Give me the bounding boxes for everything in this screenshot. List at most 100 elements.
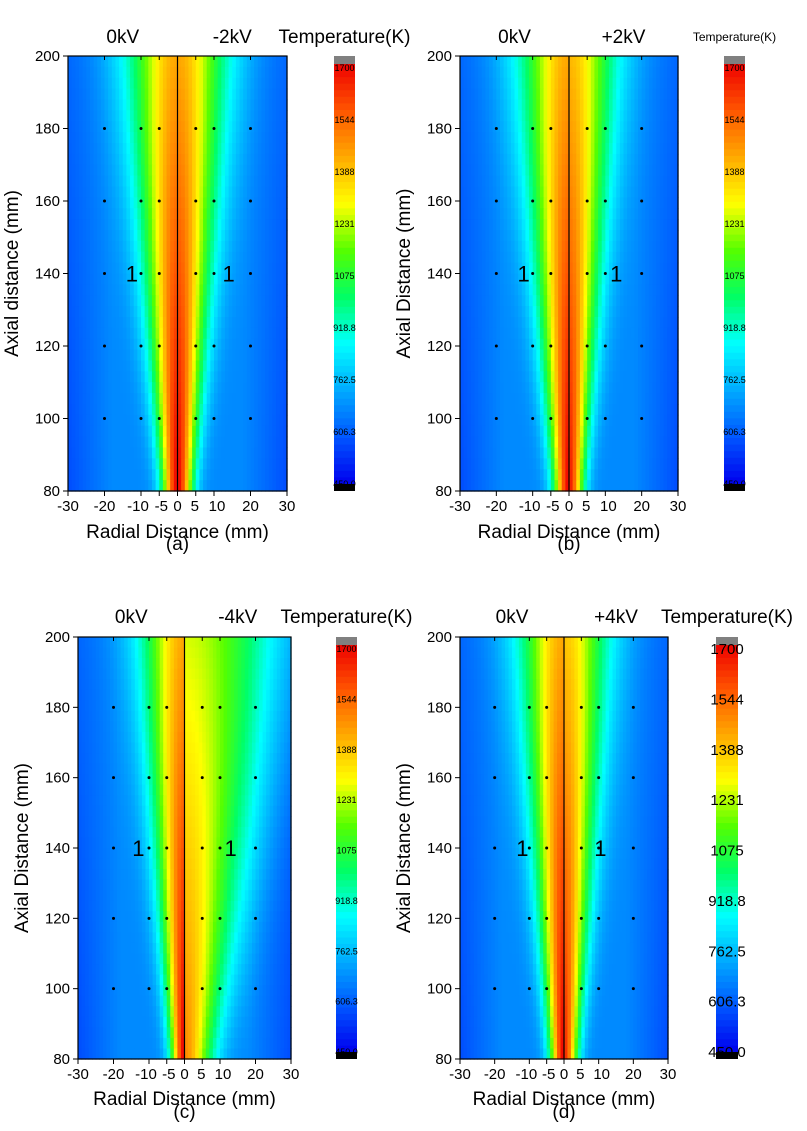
heatmap-cell [532,219,537,231]
heatmap-cell [246,143,252,155]
heatmap-cell [648,327,654,340]
heatmap-cell [576,143,581,155]
heatmap-cell [130,56,135,68]
heatmap-cell [667,447,672,459]
heatmap-cell [543,480,548,492]
heatmap-cell [246,284,252,296]
heatmap-cell [674,164,679,177]
heatmap-cell [97,306,102,318]
heatmap-cell [590,295,596,307]
heatmap-cell [206,143,211,155]
heatmap-cell [474,197,479,209]
heatmap-cell [543,143,548,155]
heatmap-cell [510,121,516,133]
heatmap-cell [496,317,501,329]
heatmap-cell [159,88,164,101]
heatmap-cell [137,327,142,340]
heatmap-cell [587,153,592,166]
heatmap-cell [627,327,632,340]
heatmap-cell [122,317,127,329]
heatmap-cell [137,436,142,449]
heatmap-cell [652,88,657,101]
heatmap-cell [485,436,490,449]
heatmap-cell [221,360,226,372]
heatmap-cell [652,393,657,405]
heatmap-cell [630,175,635,188]
heatmap-cell [474,208,479,220]
heatmap-cell [151,414,157,427]
heatmap-cell [78,88,84,101]
heatmap-cell [214,284,219,296]
heatmap-cell [235,262,241,275]
heatmap-cell [645,447,650,459]
heatmap-cell [532,425,537,438]
heatmap-cell [199,110,204,122]
heatmap-cell [257,197,263,209]
heatmap-cell [499,382,505,394]
heatmap-cell [623,436,628,449]
heatmap-cell [496,251,501,264]
heatmap-cell [133,371,138,383]
heatmap-cell [463,56,468,68]
heatmap-cell [648,230,654,242]
colorbar-band [334,129,355,137]
heatmap-cell [634,458,639,470]
measurement-point [212,344,216,348]
heatmap-cell [272,164,277,177]
heatmap-cell [539,371,545,383]
heatmap-cell [576,436,581,449]
heatmap-cell [279,414,284,427]
heatmap-cell [111,273,117,285]
heatmap-cell [100,251,106,264]
heatmap-cell [525,208,530,220]
heatmap-cell [104,349,109,362]
heatmap-cell [239,143,244,155]
heatmap-cell [550,436,556,449]
heatmap-cell [239,393,244,405]
heatmap-cell [492,197,497,209]
heatmap-cell [619,284,625,296]
heatmap-cell [184,175,190,188]
heatmap-cell [133,240,138,253]
heatmap-cell [68,425,73,438]
heatmap-cell [235,77,241,90]
heatmap-cell [159,186,164,198]
heatmap-cell [68,143,73,155]
heatmap-cell [243,306,248,318]
heatmap-cell [525,393,530,405]
heatmap-cell [612,349,617,362]
colorbar-band [334,313,355,321]
heatmap-cell [492,56,497,68]
heatmap-cell [561,197,566,209]
heatmap-cell [547,208,552,220]
heatmap-cell [75,371,80,383]
heatmap-cell [170,404,175,416]
heatmap-cell [159,230,164,242]
heatmap-cell [71,164,76,177]
heatmap-cell [82,262,87,275]
heatmap-cell [510,338,516,351]
heatmap-cell [224,338,230,351]
heatmap-cell [71,327,76,340]
heatmap-cell [133,447,138,459]
heatmap-cell [257,317,263,329]
heatmap-cell [470,425,476,438]
heatmap-cell [579,295,585,307]
heatmap-cell [126,371,131,383]
heatmap-cell [659,349,665,362]
heatmap-cell [239,262,244,275]
heatmap-cell [250,382,255,394]
heatmap-cell [265,393,270,405]
heatmap-cell [148,382,153,394]
heatmap-cell [86,284,91,296]
heatmap-cell [641,295,646,307]
heatmap-cell [162,132,168,144]
heatmap-cell [605,458,610,470]
heatmap-cell [594,77,599,90]
heatmap-cell [133,382,138,394]
heatmap-cell [246,338,252,351]
heatmap-cell [217,251,222,264]
heatmap-cell [235,284,241,296]
heatmap-cell [612,382,617,394]
heatmap-cell [576,306,581,318]
